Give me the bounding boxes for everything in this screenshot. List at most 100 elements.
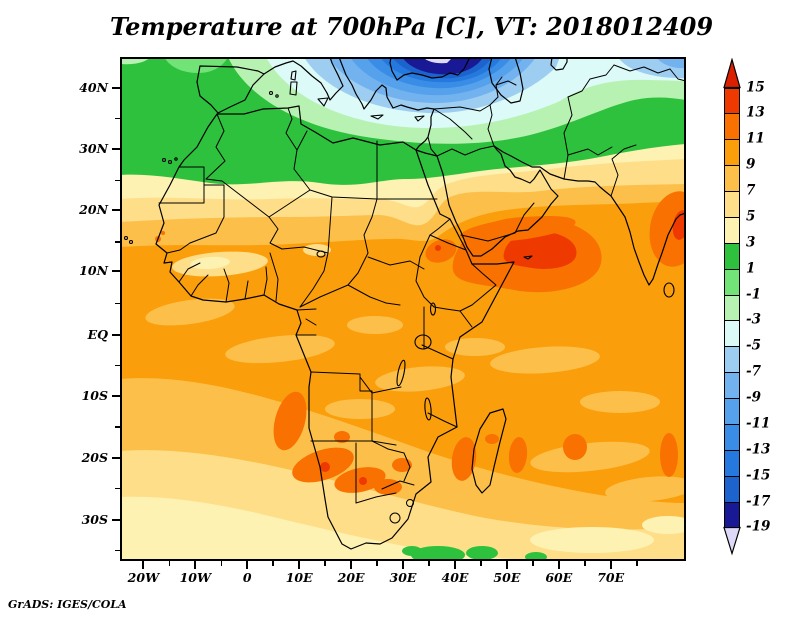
field-region-13_15 — [359, 477, 367, 485]
border-line — [563, 96, 573, 180]
field-region-1_3 — [402, 546, 422, 556]
colorbar-tick-label: -9 — [746, 389, 761, 406]
colorbar-segment-m17_m15 — [724, 475, 740, 503]
madagascar-coastline — [471, 408, 507, 494]
lake-turkana — [429, 302, 437, 316]
lesotho-border — [389, 512, 401, 524]
field-region-7_9 — [530, 441, 650, 473]
border-line — [189, 184, 225, 244]
colorbar: 15 13 11 9 7 5 3 1 -1 -3 -5 -7 -9 -11 -13 -15 -17 -19 — [723, 58, 798, 568]
field-region-11_13 — [460, 215, 576, 243]
colorbar-above-max-arrow — [723, 58, 741, 89]
lon-minor-tick — [376, 561, 378, 566]
border-line — [223, 268, 230, 303]
balkans-coastline — [338, 57, 435, 151]
field-region-7_9 — [490, 346, 600, 374]
border-line — [285, 107, 298, 151]
lat-tick — [112, 209, 120, 212]
map-canvas — [120, 57, 686, 561]
lon-minor-tick — [168, 561, 171, 566]
black-sea-west-coastline — [389, 57, 398, 81]
lat-tick — [112, 147, 120, 150]
lon-tick — [402, 561, 404, 569]
border-line — [436, 145, 495, 157]
colorbar-tick-label: -5 — [746, 337, 761, 354]
iran-india-coastline — [493, 145, 686, 286]
sri-lanka-island — [663, 282, 675, 298]
colorbar-segment-m11_m9 — [724, 398, 740, 425]
colorbar-tick-label: -13 — [746, 441, 771, 458]
field-region-m1_1 — [164, 57, 228, 73]
lon-tick — [350, 561, 353, 569]
lon-tick — [609, 561, 612, 569]
colorbar-tick-label: 1 — [746, 260, 756, 277]
lat-tick — [112, 333, 120, 336]
border-line — [487, 104, 495, 147]
lat-tick-label: 10S — [81, 388, 108, 404]
field-region-m9_m7 — [656, 57, 686, 69]
field-region-11_13 — [508, 437, 528, 473]
field-region-3_5 — [190, 256, 230, 270]
lon-minor-tick — [272, 561, 274, 566]
lon-tick — [194, 561, 197, 569]
lake-tanganyika — [396, 359, 406, 387]
lat-tick-label: 30S — [81, 511, 108, 527]
temperature-field — [120, 57, 686, 561]
lat-tick-label: 20N — [79, 202, 108, 218]
map-panel — [120, 57, 686, 561]
lat-tick — [112, 518, 120, 521]
caspian-sea-coastline — [488, 57, 524, 104]
cape-verde-island — [128, 239, 134, 245]
map-border — [120, 57, 686, 561]
lon-tick-label: 20W — [127, 570, 160, 585]
field-region-13_15 — [320, 462, 330, 472]
lon-minor-tick — [636, 561, 638, 566]
lake-malawi — [424, 397, 432, 421]
border-line — [363, 198, 378, 254]
border-line — [433, 104, 491, 112]
lon-tick — [557, 561, 560, 569]
field-region-11_13 — [451, 437, 477, 481]
border-line — [190, 274, 209, 297]
border-line — [367, 256, 425, 270]
field-region-11_13 — [374, 479, 402, 495]
field-region-1_3 — [466, 546, 498, 560]
colorbar-tick-label: -3 — [746, 312, 761, 329]
border-line — [347, 284, 401, 306]
lat-tick — [112, 86, 120, 89]
border-line — [293, 130, 311, 191]
border-line — [178, 262, 201, 283]
colorbar-segment-m19_m17 — [724, 501, 740, 529]
colorbar-segment-11_13 — [724, 113, 740, 141]
colorbar-segment-m9_m7 — [724, 372, 740, 400]
colorbar-tick-label: -19 — [746, 519, 771, 536]
field-region-11_13 — [660, 433, 678, 477]
colorbar-tick-label: -1 — [746, 286, 761, 303]
field-region-7_9 — [325, 399, 395, 419]
lon-tick-label: 30E — [389, 570, 417, 585]
border-line — [205, 113, 226, 180]
europe-coastline — [263, 57, 344, 101]
lon-minor-tick — [220, 561, 223, 566]
border-line — [347, 252, 369, 286]
colorbar-below-min-arrow — [723, 526, 741, 556]
canary-island — [174, 157, 178, 161]
lon-minor-tick — [480, 561, 482, 566]
sicily-island — [317, 97, 329, 107]
colorbar-tick-label: 11 — [746, 130, 765, 147]
colorbar-tick-label: 9 — [746, 156, 756, 173]
lon-tick-label: 10E — [285, 570, 313, 585]
border-line — [381, 480, 415, 490]
colorbar-segment-m1_1 — [724, 268, 740, 296]
lat-tick — [112, 269, 120, 272]
lake-victoria — [414, 334, 432, 350]
credit-text: GrADS: IGES/COLA — [8, 598, 127, 611]
lon-minor-tick — [584, 561, 586, 566]
border-line — [371, 440, 405, 454]
border-line — [613, 64, 671, 74]
lat-tick-label: 30N — [79, 140, 108, 156]
iberia-coastline — [196, 65, 265, 114]
lon-tick — [505, 561, 508, 569]
colorbar-segment-m5_m3 — [724, 320, 740, 348]
corsica-island — [290, 70, 297, 81]
